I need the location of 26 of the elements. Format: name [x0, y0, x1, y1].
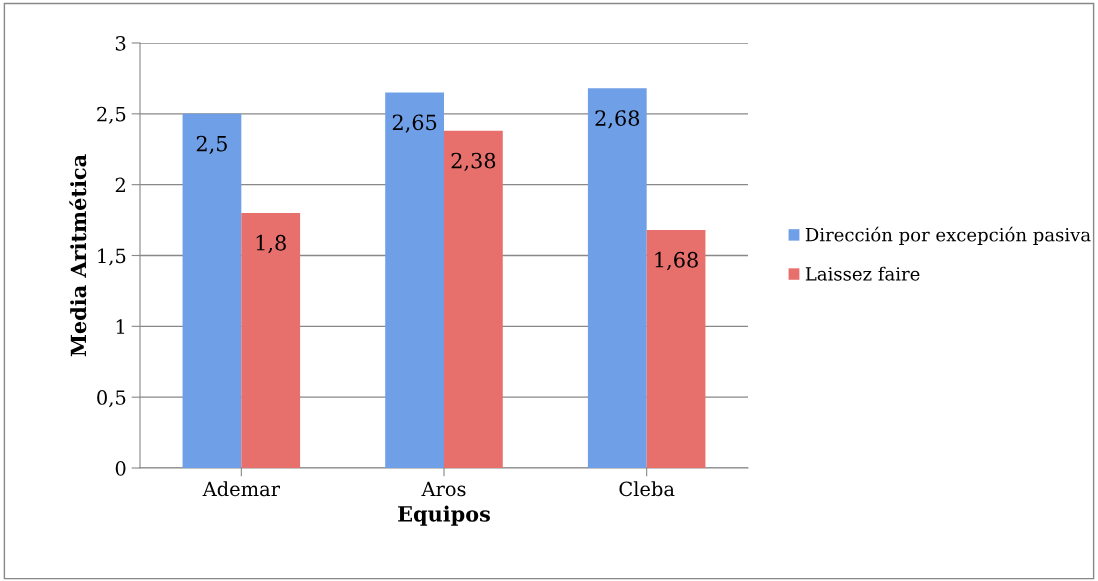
x-tick-label: Ademar	[202, 481, 280, 497]
data-label: 2,68	[595, 110, 640, 129]
y-tick-label: 3	[115, 35, 126, 51]
x-tick-label: Cleba	[619, 481, 675, 497]
y-tick-label: 0	[115, 460, 126, 476]
y-tick-label: 1	[116, 319, 125, 334]
bar	[182, 113, 242, 468]
bar	[444, 130, 503, 468]
data-label: 1,8	[256, 234, 286, 254]
y-tick-label: 2	[115, 177, 125, 193]
y-tick-label: 2,5	[97, 106, 126, 124]
data-label: 2,5	[196, 135, 227, 155]
legend-label: Laissez faire	[805, 266, 920, 281]
x-axis-title: Equipos	[398, 505, 490, 526]
bar	[587, 88, 647, 468]
bar	[385, 92, 444, 468]
y-tick-label: 1,5	[98, 248, 126, 266]
legend-label: Dirección por excepción pasiva	[805, 226, 1091, 246]
bar	[646, 230, 706, 468]
data-label: 1,68	[655, 251, 698, 271]
y-tick-label: 0,5	[97, 390, 126, 408]
data-label: 2,65	[392, 114, 437, 133]
x-tick-label: Aros	[421, 481, 466, 497]
y-axis-title: Media Aritmética	[69, 154, 87, 357]
data-label: 2,38	[451, 152, 496, 172]
bar	[241, 213, 301, 468]
